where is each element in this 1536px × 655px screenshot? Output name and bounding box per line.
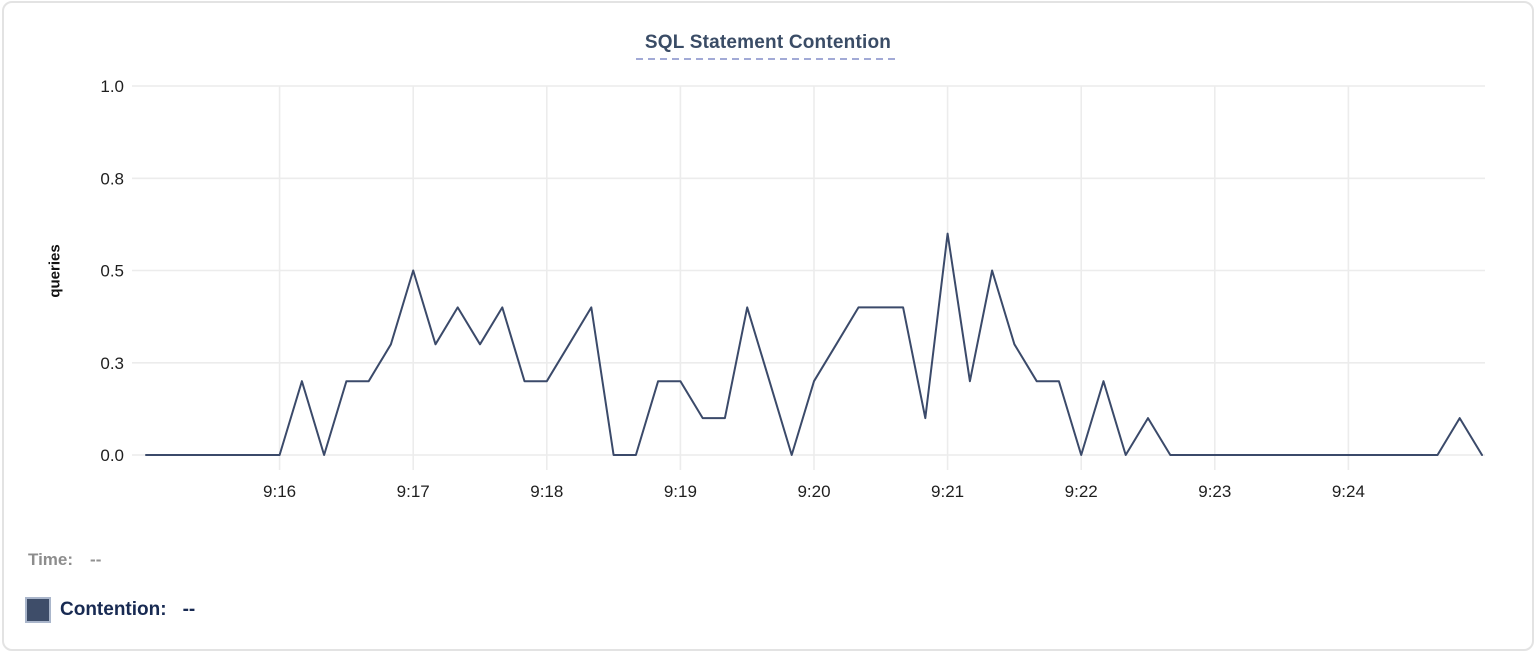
- x-tick-label: 9:19: [664, 482, 697, 501]
- legend: Time: -- Contention: --: [28, 550, 195, 623]
- x-tick-label: 9:24: [1332, 482, 1365, 501]
- legend-contention-value: --: [183, 599, 196, 621]
- legend-row-time: Time: --: [28, 550, 195, 570]
- x-tick-label: 9:16: [263, 482, 296, 501]
- x-tick-label: 9:23: [1198, 482, 1231, 501]
- x-tick-label: 9:20: [797, 482, 830, 501]
- contention-series-swatch-icon: [25, 597, 51, 623]
- chart-title[interactable]: SQL Statement Contention: [645, 32, 891, 54]
- x-tick-label: 9:18: [530, 482, 563, 501]
- y-tick-label: 0.8: [100, 169, 124, 188]
- y-tick-label: 1.0: [100, 77, 124, 96]
- x-tick-label: 9:17: [397, 482, 430, 501]
- y-tick-label: 0.3: [100, 354, 124, 373]
- y-tick-labels: 0.0 0.3 0.5 0.8 1.0: [100, 77, 124, 465]
- legend-time-value: --: [90, 550, 101, 570]
- y-tick-label: 0.5: [100, 262, 124, 281]
- legend-row-contention: Contention: --: [25, 597, 195, 623]
- chart-title-wrap: SQL Statement Contention: [4, 32, 1532, 60]
- x-tick-label: 9:21: [931, 482, 964, 501]
- y-tick-label: 0.0: [100, 446, 124, 465]
- x-tick-labels: 9:16 9:17 9:18 9:19 9:20 9:21 9:22 9:23 9:24: [263, 482, 1365, 501]
- vertical-gridlines: [280, 86, 1349, 470]
- chart-title-underline: [636, 58, 900, 60]
- legend-contention-label: Contention:: [60, 599, 167, 621]
- x-tick-label: 9:22: [1065, 482, 1098, 501]
- legend-time-label: Time:: [28, 550, 73, 570]
- contention-line-chart-plot[interactable]: 0.0 0.3 0.5 0.8 1.0 9:16 9:17 9:18 9:19 9:20 9:21…: [4, 3, 1536, 655]
